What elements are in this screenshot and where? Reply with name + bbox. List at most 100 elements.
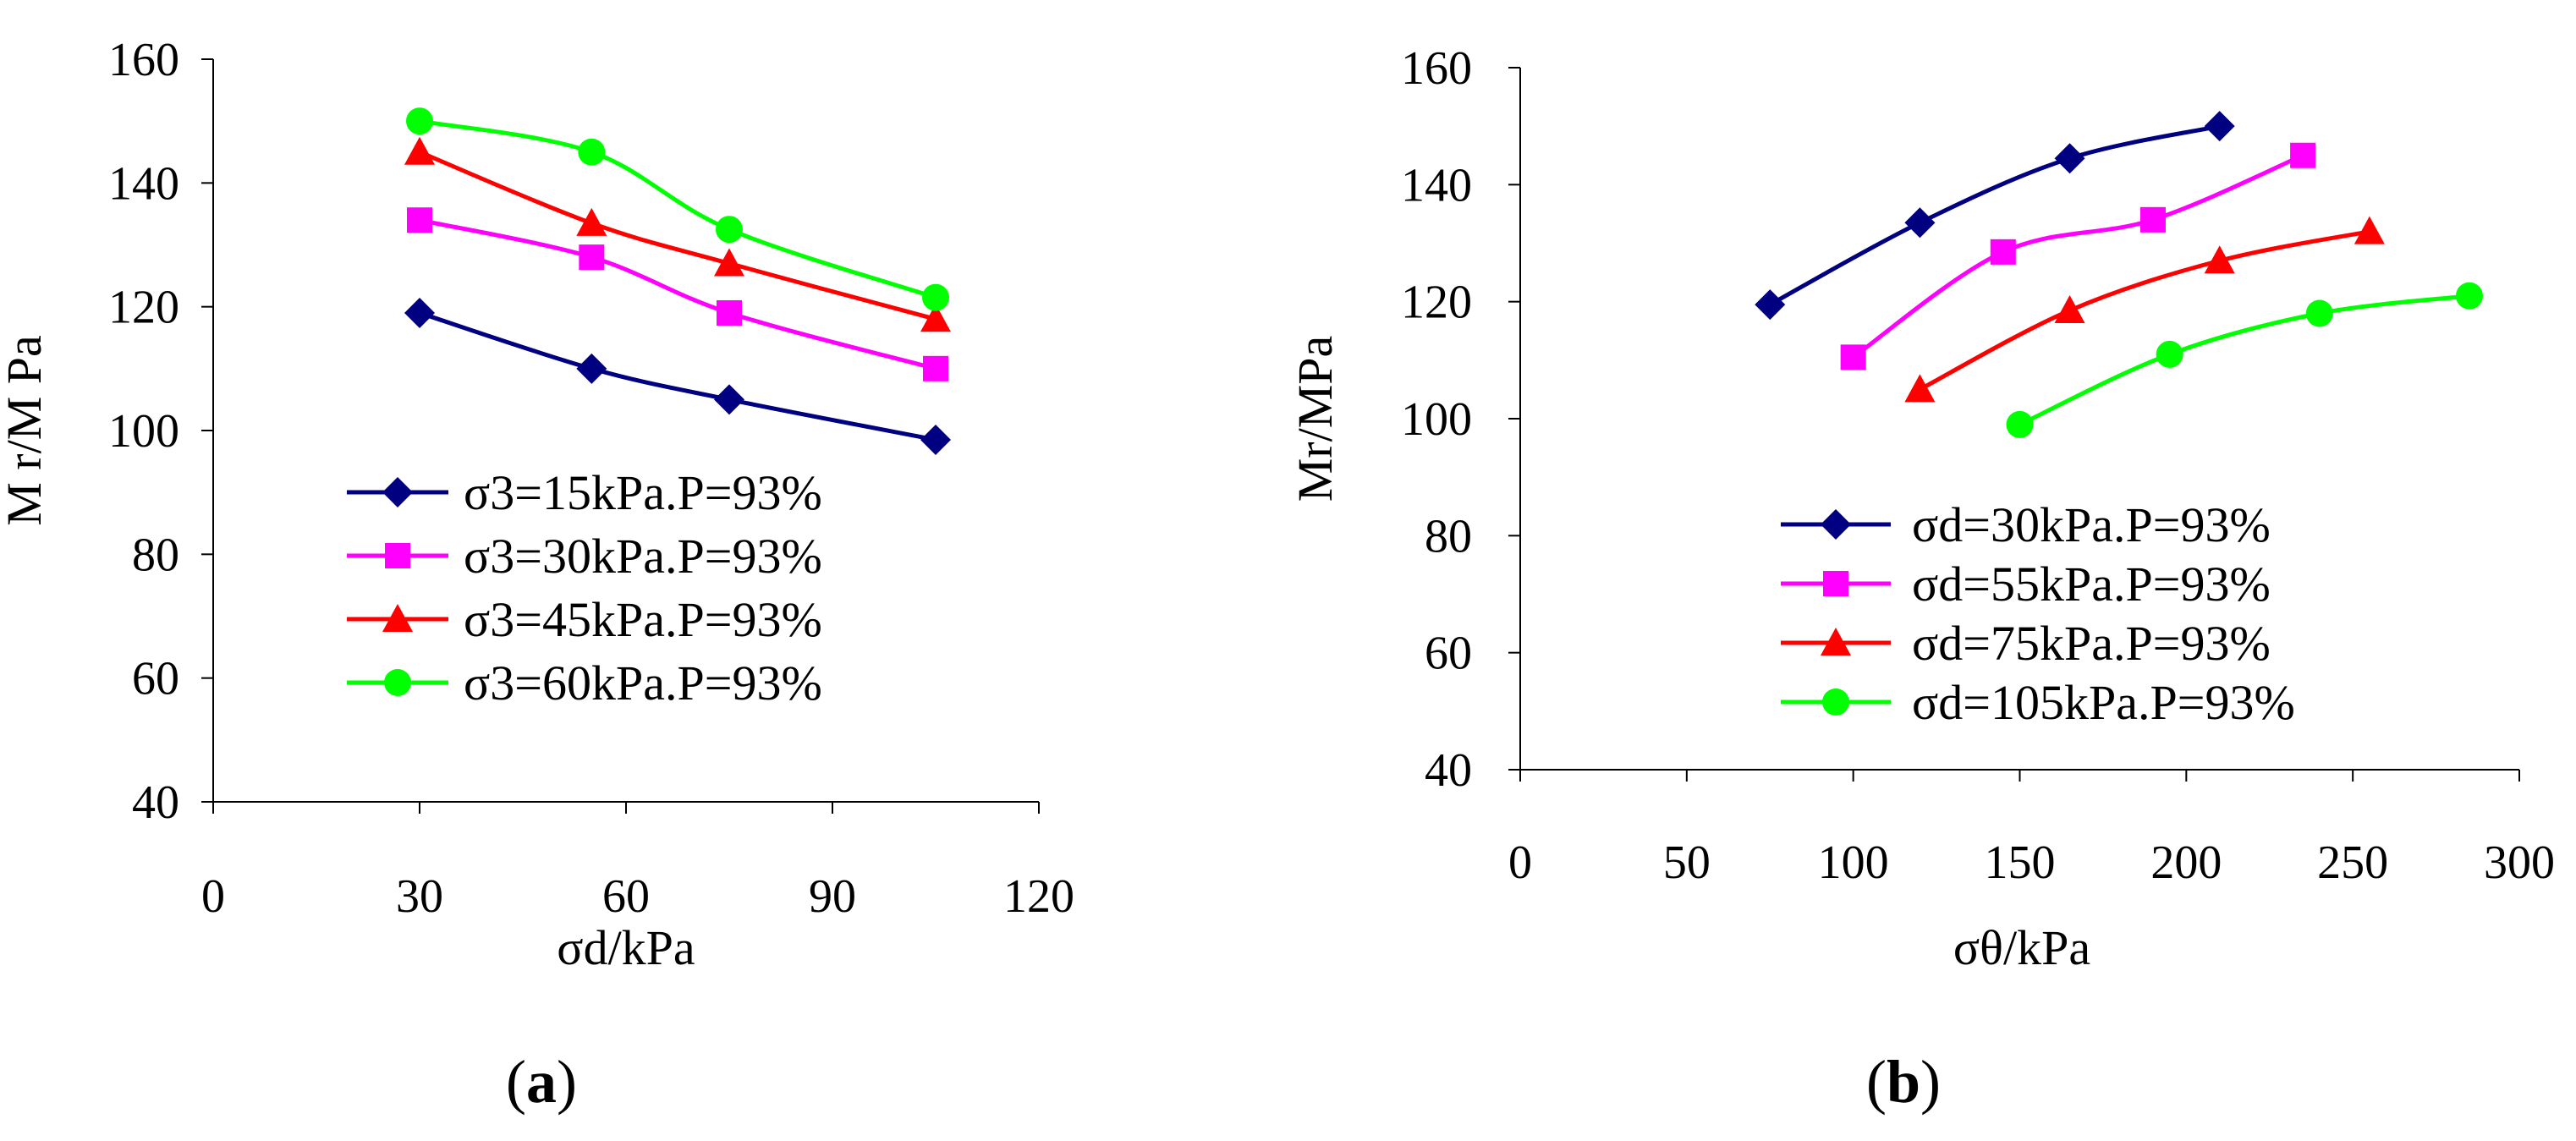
data-point [922, 283, 949, 311]
legend-marker [384, 669, 411, 696]
panel-label-close: ) [1920, 1048, 1941, 1116]
legend-label: σd=30kPa.P=93% [1912, 497, 2271, 552]
data-point [576, 353, 607, 384]
data-point [2054, 295, 2085, 324]
y-tick-label: 140 [1401, 159, 1472, 211]
data-point [579, 244, 605, 271]
x-tick-label: 250 [2317, 837, 2388, 889]
chart-b: 40 60 80 100 120 140 160 0 50 100 150 200 250 300 σθ/k… [1288, 42, 2555, 1116]
data-point [2305, 299, 2333, 327]
series-1 [404, 297, 951, 455]
panel-label-letter: a [526, 1048, 557, 1116]
x-tick-label: 50 [1663, 837, 1711, 889]
legend-label: σd=55kPa.P=93% [1912, 557, 2271, 612]
legend-entry: σd=30kPa.P=93% [1781, 497, 2271, 552]
legend-entry: σd=105kPa.P=93% [1781, 675, 2295, 730]
series-1 [1755, 111, 2235, 321]
legend-entry: σd=55kPa.P=93% [1781, 557, 2271, 612]
series-3 [1904, 216, 2385, 403]
x-tick-label: 90 [809, 870, 856, 923]
data-point [2204, 111, 2235, 142]
series-line [419, 150, 936, 321]
y-tick-label: 120 [108, 282, 179, 334]
data-point [714, 384, 744, 415]
data-point [716, 216, 743, 244]
y-tick-label: 120 [1401, 277, 1472, 329]
data-point [2354, 216, 2385, 244]
data-point [404, 297, 435, 328]
y-tick-label: 100 [108, 405, 179, 458]
y-tick-label: 160 [1401, 42, 1472, 95]
x-axis-title: σθ/kPa [1953, 920, 2090, 975]
panel-label: (b) [1866, 1048, 1941, 1116]
legend-entry: σd=75kPa.P=93% [1781, 616, 2271, 671]
legend-label: σd=105kPa.P=93% [1912, 675, 2295, 730]
series-4 [2006, 282, 2483, 438]
y-tick-label: 60 [132, 653, 179, 705]
series-line [1852, 153, 2304, 359]
panel-label-letter: b [1887, 1048, 1920, 1116]
data-point [2455, 282, 2483, 310]
series-4 [406, 107, 949, 311]
x-tick-label: 0 [201, 870, 225, 923]
series-line [1919, 229, 2370, 392]
data-point [1904, 207, 1936, 239]
legend-marker [382, 477, 413, 507]
y-tick-label: 80 [1425, 510, 1472, 562]
y-tick-label: 140 [108, 157, 179, 210]
data-point [1904, 374, 1936, 403]
x-tick-label: 300 [2484, 837, 2555, 889]
x-tick-label: 200 [2150, 837, 2222, 889]
data-point [920, 304, 951, 332]
data-point [2006, 410, 2034, 438]
series-line [1769, 123, 2221, 307]
x-tick-label: 120 [1003, 870, 1074, 923]
x-tick-label: 100 [1818, 837, 1889, 889]
legend-entry: σ3=30kPa.P=93% [347, 529, 822, 584]
legend-label: σ3=45kPa.P=93% [464, 592, 822, 647]
series-line [2019, 293, 2470, 427]
x-tick-label: 30 [396, 870, 443, 923]
panel-label-open: ( [1866, 1048, 1887, 1116]
data-point [407, 207, 432, 233]
legend-label: σd=75kPa.P=93% [1912, 616, 2271, 671]
panel-label-close: ) [557, 1048, 577, 1116]
data-point [2290, 142, 2316, 168]
chart-a: 40 60 80 100 120 140 160 0 30 60 90 120 σd/kPa M r/M … [0, 34, 1074, 1116]
y-axis-title: Mr/MPa [1288, 336, 1343, 502]
legend-entry: σ3=15kPa.P=93% [347, 465, 822, 520]
y-axis-title: M r/M Pa [0, 335, 52, 526]
y-tick-label: 160 [108, 34, 179, 86]
legend-label: σ3=30kPa.P=93% [464, 529, 822, 584]
x-tick-label: 150 [1985, 837, 2056, 889]
data-point [714, 248, 744, 277]
data-point [2139, 206, 2166, 233]
series-line [419, 310, 936, 442]
y-tick-label: 80 [132, 529, 179, 581]
data-point [1755, 289, 1786, 321]
legend-marker [385, 543, 410, 568]
data-point [1840, 344, 1866, 370]
data-point [1990, 239, 2016, 265]
data-point [576, 207, 607, 236]
series-2 [407, 207, 948, 381]
series-line [419, 217, 936, 371]
legend-marker [1823, 571, 1848, 596]
legend-marker [1821, 509, 1851, 540]
legend-label: σ3=15kPa.P=93% [464, 465, 822, 520]
data-point [2156, 340, 2183, 368]
data-point [404, 136, 435, 165]
legend-label: σ3=60kPa.P=93% [464, 656, 822, 710]
y-tick-label: 60 [1425, 628, 1472, 680]
legend-entry: σ3=60kPa.P=93% [347, 656, 822, 710]
y-tick-label: 40 [132, 776, 179, 829]
series-line [419, 118, 936, 300]
y-tick-label: 40 [1425, 744, 1472, 797]
legend-entry: σ3=45kPa.P=93% [347, 592, 822, 647]
legend-marker [382, 604, 413, 632]
data-point [406, 107, 433, 135]
series-2 [1840, 142, 2316, 370]
data-point [2054, 143, 2085, 174]
y-tick-label: 100 [1401, 393, 1472, 446]
